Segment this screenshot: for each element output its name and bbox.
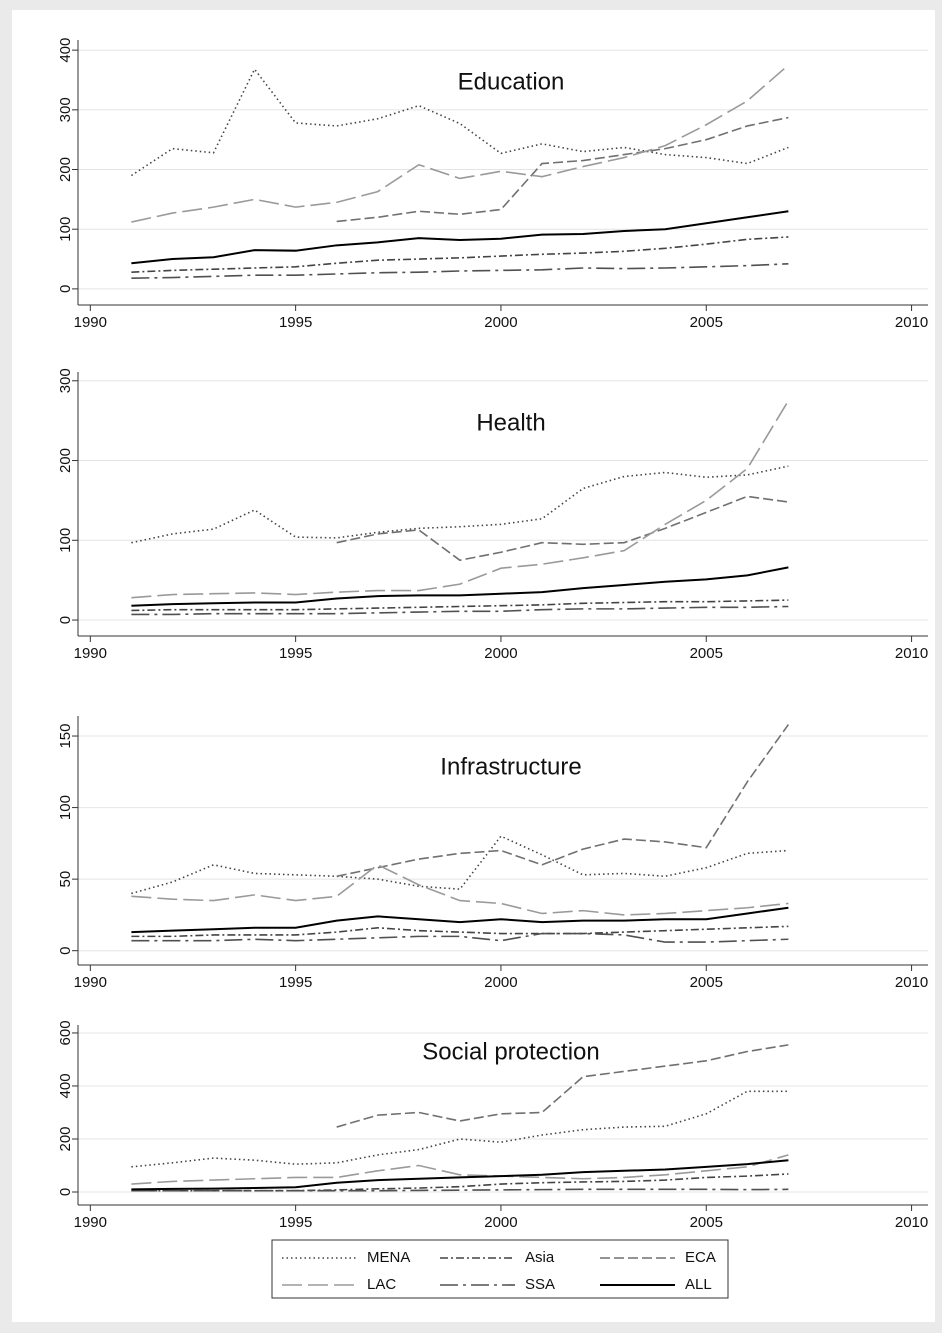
series-line	[336, 495, 789, 562]
series-line	[131, 263, 789, 279]
y-tick-label: 400	[57, 38, 74, 63]
panel-title: Social protection	[422, 1038, 599, 1065]
legend-box	[271, 1239, 729, 1299]
y-tick-label: 300	[57, 368, 74, 393]
series-line	[131, 64, 789, 223]
x-tick-label: 2005	[690, 974, 723, 991]
y-tick-label: 0	[57, 616, 74, 624]
series-line	[131, 236, 789, 273]
x-tick-label: 2010	[895, 974, 928, 991]
series-line	[131, 1188, 789, 1192]
y-tick-label: 0	[57, 1188, 74, 1196]
x-tick-label: 1990	[74, 645, 107, 662]
y-tick-label: 150	[57, 724, 74, 749]
x-tick-label: 2000	[484, 314, 517, 331]
series-line	[131, 906, 789, 934]
series-line	[131, 605, 789, 616]
legend-label: ALL	[685, 1276, 712, 1293]
series-line	[336, 1044, 789, 1128]
series-line	[131, 1159, 789, 1191]
legend-label: LAC	[367, 1276, 396, 1293]
x-tick-label: 2000	[484, 1214, 517, 1231]
series-line	[131, 465, 789, 544]
series-line	[131, 925, 789, 938]
y-tick-label: 200	[57, 448, 74, 473]
y-tick-label: 50	[57, 871, 74, 888]
x-tick-label: 1995	[279, 974, 312, 991]
series-line	[131, 932, 789, 943]
y-tick-label: 0	[57, 285, 74, 293]
x-tick-label: 1990	[74, 1214, 107, 1231]
series-line	[336, 116, 789, 223]
x-tick-label: 2005	[690, 645, 723, 662]
x-tick-label: 2010	[895, 645, 928, 662]
panel-title: Health	[476, 409, 545, 436]
panel-title: Education	[458, 68, 565, 95]
x-tick-label: 1990	[74, 314, 107, 331]
x-tick-label: 2000	[484, 974, 517, 991]
series-line	[336, 724, 790, 878]
series-line	[131, 566, 789, 607]
x-tick-label: 2010	[895, 1214, 928, 1231]
y-tick-label: 0	[57, 947, 74, 955]
series-line	[131, 599, 789, 612]
panel-title: Infrastructure	[440, 753, 581, 780]
series-line	[130, 67, 789, 177]
series-line	[131, 863, 789, 916]
x-tick-label: 1995	[279, 314, 312, 331]
x-tick-label: 2010	[895, 314, 928, 331]
x-tick-label: 1995	[279, 1214, 312, 1231]
y-tick-label: 100	[57, 528, 74, 553]
series-line	[131, 210, 789, 265]
plot-background	[12, 10, 935, 1322]
y-tick-label: 200	[57, 157, 74, 182]
legend-label: ECA	[685, 1249, 716, 1266]
x-tick-label: 1990	[74, 974, 107, 991]
y-tick-label: 100	[57, 217, 74, 242]
x-tick-label: 2005	[690, 1214, 723, 1231]
y-tick-label: 100	[57, 795, 74, 820]
legend-label: SSA	[525, 1276, 555, 1293]
legend-label: MENA	[367, 1249, 410, 1266]
y-tick-label: 600	[57, 1020, 74, 1045]
series-line	[131, 1173, 789, 1192]
y-tick-label: 300	[57, 97, 74, 122]
x-tick-label: 2005	[690, 314, 723, 331]
legend-label: Asia	[525, 1249, 555, 1266]
series-line	[131, 1154, 789, 1185]
y-tick-label: 400	[57, 1073, 74, 1098]
x-tick-label: 2000	[484, 645, 517, 662]
series-line	[131, 400, 790, 599]
x-tick-label: 1995	[279, 645, 312, 662]
y-tick-label: 200	[57, 1126, 74, 1151]
